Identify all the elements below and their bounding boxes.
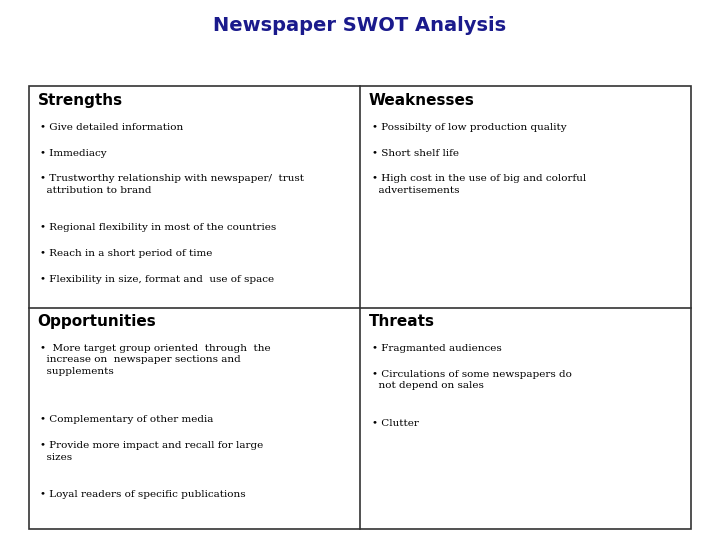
Text: • Provide more impact and recall for large
  sizes: • Provide more impact and recall for lar… bbox=[40, 441, 264, 462]
Text: • Reach in a short period of time: • Reach in a short period of time bbox=[40, 249, 212, 258]
Text: Strengths: Strengths bbox=[37, 93, 122, 108]
Text: • Loyal readers of specific publications: • Loyal readers of specific publications bbox=[40, 490, 246, 499]
Text: • Short shelf life: • Short shelf life bbox=[372, 148, 459, 158]
Text: • Immediacy: • Immediacy bbox=[40, 148, 107, 158]
Text: • Clutter: • Clutter bbox=[372, 418, 418, 428]
Text: • Flexibility in size, format and  use of space: • Flexibility in size, format and use of… bbox=[40, 275, 274, 284]
Text: • High cost in the use of big and colorful
  advertisements: • High cost in the use of big and colorf… bbox=[372, 174, 586, 195]
Text: •  More target group oriented  through  the
  increase on  newspaper sections an: • More target group oriented through the… bbox=[40, 344, 271, 376]
Text: • Regional flexibility in most of the countries: • Regional flexibility in most of the co… bbox=[40, 223, 276, 232]
Text: • Fragmanted audiences: • Fragmanted audiences bbox=[372, 344, 501, 353]
Text: • Circulations of some newspapers do
  not depend on sales: • Circulations of some newspapers do not… bbox=[372, 370, 572, 390]
Text: Weaknesses: Weaknesses bbox=[369, 93, 474, 108]
Text: Opportunities: Opportunities bbox=[37, 314, 156, 329]
Text: • Complementary of other media: • Complementary of other media bbox=[40, 415, 214, 424]
Text: Newspaper SWOT Analysis: Newspaper SWOT Analysis bbox=[213, 16, 507, 35]
Text: • Trustworthy relationship with newspaper/  trust
  attribution to brand: • Trustworthy relationship with newspape… bbox=[40, 174, 305, 195]
Text: • Give detailed information: • Give detailed information bbox=[40, 123, 184, 132]
Text: Threats: Threats bbox=[369, 314, 435, 329]
Text: • Possibilty of low production quality: • Possibilty of low production quality bbox=[372, 123, 566, 132]
FancyBboxPatch shape bbox=[29, 86, 691, 529]
